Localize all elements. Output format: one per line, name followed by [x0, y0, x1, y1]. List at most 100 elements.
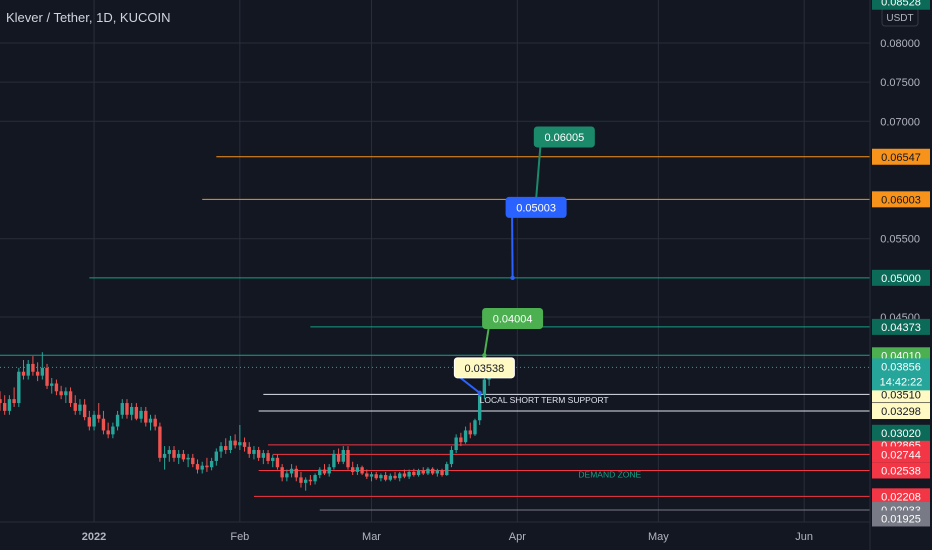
candle-body	[87, 417, 92, 427]
candle-body	[7, 399, 12, 411]
candle	[209, 457, 214, 471]
candle-body	[68, 391, 73, 404]
candle-body	[78, 404, 82, 411]
candle-body	[186, 457, 190, 460]
candle	[351, 461, 355, 476]
candle-body	[280, 467, 284, 478]
candle	[266, 450, 270, 465]
level-price-badge-bg	[872, 488, 930, 505]
candle-body	[40, 367, 45, 376]
candle	[31, 356, 35, 376]
price-axis[interactable]: USDT0.080000.075000.070000.055000.045000…	[870, 0, 932, 550]
candle-body	[285, 473, 289, 478]
candle	[275, 454, 280, 470]
horizontal-lines	[0, 156, 870, 511]
candle-body	[365, 473, 369, 477]
candle-body	[35, 371, 40, 376]
candle-body	[125, 403, 129, 415]
candle-body	[97, 414, 101, 419]
price-tick-label: 0.08000	[880, 38, 920, 50]
candle-body	[398, 473, 402, 479]
candle-body	[200, 465, 204, 470]
candle-body	[101, 418, 106, 431]
callout-anchor	[477, 390, 482, 396]
candle	[365, 469, 369, 479]
candle-body	[440, 470, 444, 476]
time-axis[interactable]: 2022 Feb Mar Apr May Jun	[0, 0, 871, 550]
candle-body	[214, 451, 219, 461]
candle	[402, 469, 407, 479]
time-tick-label: May	[648, 531, 669, 543]
candle	[341, 446, 345, 465]
candle-body	[351, 467, 355, 472]
candle	[398, 471, 402, 482]
time-axis-bg	[0, 522, 870, 550]
candle-body	[449, 450, 454, 465]
candle	[261, 450, 266, 465]
candle	[45, 363, 49, 389]
candle	[308, 475, 313, 486]
level-price-badge: 0.04373	[881, 322, 921, 334]
candle	[238, 424, 242, 450]
candle	[459, 432, 463, 447]
level-price-badge: 0.02538	[881, 466, 921, 478]
callout-box[interactable]	[533, 126, 595, 148]
candle	[379, 473, 383, 482]
candle	[82, 399, 87, 421]
candle	[106, 422, 110, 439]
candle-body	[12, 399, 16, 404]
candle-body	[120, 403, 124, 415]
candle	[426, 467, 430, 476]
candle-body	[247, 446, 251, 454]
currency-label: USDT	[886, 13, 913, 24]
candle	[224, 438, 228, 454]
level-price-badge: 0.06003	[881, 194, 921, 206]
candle-body	[144, 410, 148, 423]
candle-body	[54, 383, 59, 392]
candle	[412, 468, 416, 477]
callout-box[interactable]	[505, 196, 567, 218]
candle	[7, 395, 12, 415]
candle	[369, 471, 374, 482]
candle	[318, 467, 322, 479]
candle	[421, 467, 425, 476]
candle	[125, 399, 129, 419]
callout-box[interactable]	[482, 308, 544, 330]
callout-anchor	[482, 353, 487, 358]
candle	[120, 399, 124, 419]
candle-body	[139, 410, 143, 419]
candle	[435, 468, 440, 477]
candle	[477, 391, 482, 425]
candle-body	[360, 467, 364, 474]
level-price-badge: 0.02744	[881, 449, 921, 461]
candle-body	[473, 420, 477, 435]
candle-body	[275, 457, 280, 468]
candle	[294, 465, 298, 482]
candle	[242, 437, 247, 452]
candle	[416, 468, 421, 477]
candle-body	[181, 453, 186, 460]
candle-body	[45, 367, 49, 386]
candle-body	[219, 446, 223, 452]
time-tick-label: Mar	[362, 531, 381, 543]
candle	[299, 471, 303, 488]
candle	[177, 450, 181, 465]
candle	[228, 435, 233, 454]
candle-body	[313, 475, 317, 482]
level-price-badge: 0.03298	[881, 406, 921, 418]
time-tick-label: 2022	[82, 531, 106, 543]
candle	[50, 378, 54, 394]
callout-box[interactable]	[453, 357, 515, 379]
candle-body	[153, 418, 157, 427]
candle-body	[416, 470, 421, 476]
candle	[134, 403, 139, 421]
candle-body	[111, 426, 115, 435]
candle-body	[303, 479, 308, 483]
callout-label: 0.05003	[516, 202, 556, 214]
candle-body	[59, 391, 63, 396]
candle-body	[341, 450, 345, 462]
callouts: 0.06005 0.05003 0.04004 0.03538	[453, 126, 595, 396]
candle-body	[459, 437, 463, 443]
candle-body	[261, 453, 266, 458]
